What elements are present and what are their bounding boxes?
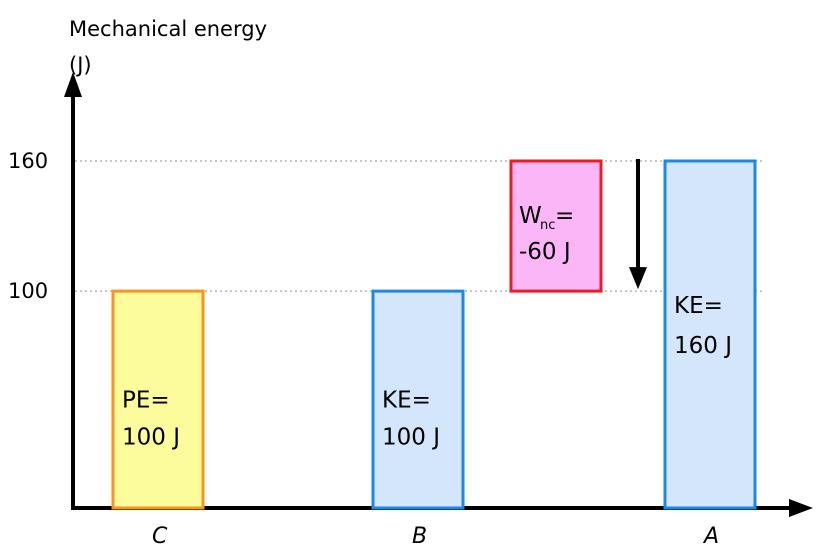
bar-C-label-line1: PE= (122, 388, 170, 414)
bar-A (663, 159, 757, 510)
down-arrow-head (629, 267, 647, 290)
bar-B (371, 289, 465, 510)
work-box-group: Wnc = -60 J (509, 159, 647, 293)
y-axis-arrowhead (64, 72, 82, 97)
bar-B-label-line1: KE= (382, 388, 431, 414)
work-label-main: W (519, 203, 542, 229)
work-label-subscript: nc (540, 218, 555, 233)
bar-C-label-line2: 100 J (122, 425, 180, 451)
y-tick-labels: 100 160 (8, 149, 48, 303)
gridlines (75, 160, 762, 292)
work-label-line2: -60 J (519, 239, 571, 265)
x-axis-arrowhead (789, 499, 813, 517)
y-tick-label-160: 160 (8, 149, 48, 173)
work-box (509, 159, 603, 293)
y-axis-title-line2: (J) (69, 53, 92, 77)
bar-B-label-line2: 100 J (382, 425, 440, 451)
bars: PE= 100 J KE= 100 J KE= 160 J (111, 159, 757, 510)
y-tick-label-100: 100 (8, 279, 48, 303)
work-label-equals: = (555, 203, 574, 229)
bar-A-label-line2: 160 J (674, 333, 732, 359)
bar-A-label-line1: KE= (674, 293, 723, 319)
y-axis-title-line1: Mechanical energy (69, 17, 267, 41)
category-label-C: C (152, 524, 168, 548)
category-label-B: B (412, 524, 427, 548)
bar-C (111, 289, 205, 510)
category-label-A: A (702, 524, 719, 548)
